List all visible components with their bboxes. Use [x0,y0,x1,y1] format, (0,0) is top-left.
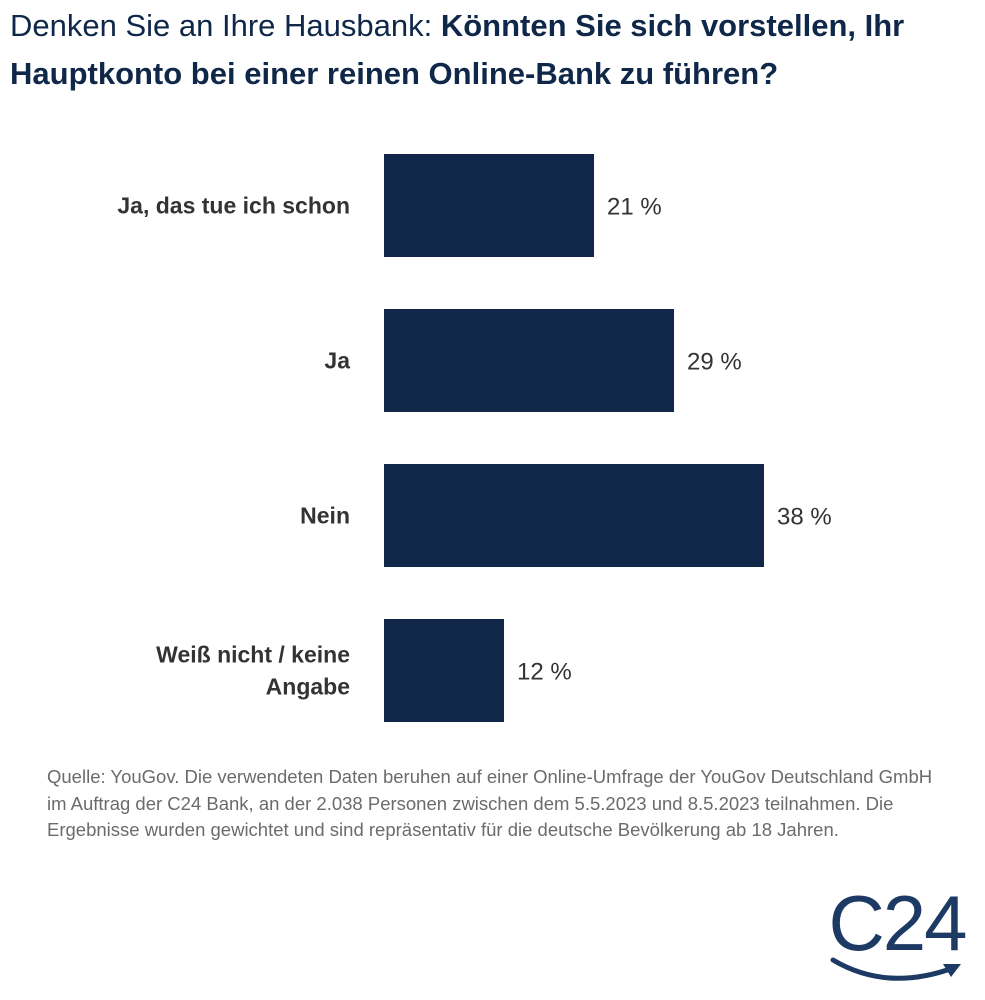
bar [384,309,674,412]
source-note: Quelle: YouGov. Die verwendeten Daten be… [47,766,933,840]
bar-value-label: 12 % [517,659,572,686]
category-label: Weiß nicht / keine Angabe [156,642,350,700]
bar-value-label: 29 % [687,349,742,376]
category-label: Nein [300,503,350,529]
bar [384,154,594,257]
bar-value-label: 38 % [777,504,832,531]
logo-swoosh-arrow [943,964,961,977]
bar [384,619,504,722]
bar-chart: 21 % Ja, das tue ich schon 29 % Ja 38 % Nein 1… [117,154,832,722]
c24-logo-text: C24 [828,880,966,967]
category-label: Ja [324,348,350,374]
title-lead: Denken Sie an Ihre Hausbank: [10,8,433,43]
c24-logo: C24 [828,880,968,981]
logo-swoosh [830,957,956,981]
bar-value-label: 21 % [607,194,662,221]
title-question: Könnten Sie sich vorstellen, Ihr Hauptko… [10,8,905,91]
bar [384,464,764,567]
chart-title: Denken Sie an Ihre Hausbank: Könnten Sie… [10,2,980,98]
category-label: Ja, das tue ich schon [117,193,350,219]
